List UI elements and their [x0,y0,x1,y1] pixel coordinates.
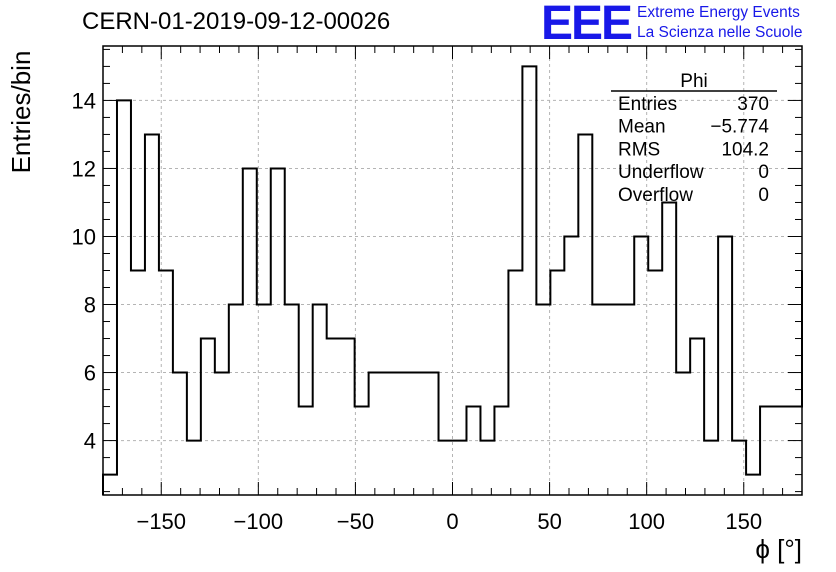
logo-line-1: Extreme Energy Events [637,4,800,21]
histogram-bin [494,407,508,495]
histogram-bin [285,305,299,495]
stats-row-value: −5.774 [710,117,769,138]
x-tick-label: 150 [725,509,762,534]
histogram-bin [718,236,732,495]
y-tick-label: 12 [72,156,96,181]
histogram-bin [746,475,760,495]
histogram-bin [439,441,453,495]
x-tick-label: −150 [136,509,186,534]
histogram-bin [355,407,369,495]
y-tick-label: 10 [72,224,96,249]
stats-row-value: 370 [737,94,769,115]
histogram-bin [299,407,313,495]
histogram-bin [117,100,131,495]
x-axis-ticks: −150 −100 −50 0 50 100 150 [102,46,803,534]
histogram-bin [271,168,285,495]
y-tick-label: 14 [72,88,96,113]
stats-row-label: Entries [618,94,677,115]
histogram-bin [620,305,634,495]
stats-row-value: 104.2 [721,139,769,160]
histogram-bin [187,441,201,495]
histogram-bin [662,202,676,495]
histogram-bin [606,305,620,495]
histogram-bin [508,271,522,496]
histogram-bin [397,373,411,495]
histogram-bin [425,373,439,495]
stats-row-label: RMS [618,139,660,160]
x-tick-label: −100 [234,509,284,534]
y-tick-label: 8 [84,293,96,318]
x-tick-label: −50 [337,509,374,534]
chart-title: CERN-01-2019-09-12-00026 [82,8,391,35]
y-axis-label: Entries/bin [6,51,36,174]
stats-row-value: 0 [758,185,769,206]
histogram-bin [676,373,690,495]
histogram-bin [257,305,271,495]
histogram-bin [173,373,187,495]
y-tick-label: 4 [84,429,96,454]
histogram-bin [411,373,425,495]
x-tick-label: 100 [628,509,665,534]
histogram-outline [102,65,803,495]
histogram-bin [201,339,215,495]
histogram-bin [383,373,397,495]
stats-row-label: Overflow [618,185,693,206]
logo-line-2: La Scienza nelle Scuole [637,24,803,41]
histogram-bin [760,407,774,495]
x-axis-label: ϕ [°] [755,534,802,564]
y-axis-ticks: 4 6 8 10 12 14 [72,48,802,493]
histogram-bin [453,441,467,495]
stats-row-label: Underflow [618,162,704,183]
histogram-bars [102,65,803,496]
histogram-bin [341,339,355,495]
histogram-bin [327,339,341,495]
histogram-bin [690,339,704,495]
histogram-bin [466,407,480,495]
histogram-bin [704,441,718,495]
histogram-bin [788,407,802,495]
histogram-bin [215,373,229,495]
stats-box-name: Phi [680,71,707,92]
histogram-bin [369,373,383,495]
x-tick-label: 0 [446,509,458,534]
histogram-bin [564,236,578,495]
stats-row-value: 0 [758,162,769,183]
histogram-bin [229,305,243,495]
histogram-bin [634,236,648,495]
histogram-bin [522,66,536,495]
histogram-bin [243,168,257,495]
grid-lines [103,46,802,495]
histogram-bin [774,407,788,495]
eee-logo: EEE [541,0,633,50]
histogram-bin [536,305,550,495]
y-tick-label: 6 [84,361,96,386]
histogram-bin [313,305,327,495]
stats-row-label: Mean [618,117,666,138]
x-tick-label: 50 [537,509,561,534]
histogram-bin [480,441,494,495]
histogram-bin [550,271,564,496]
histogram-bin [592,305,606,495]
